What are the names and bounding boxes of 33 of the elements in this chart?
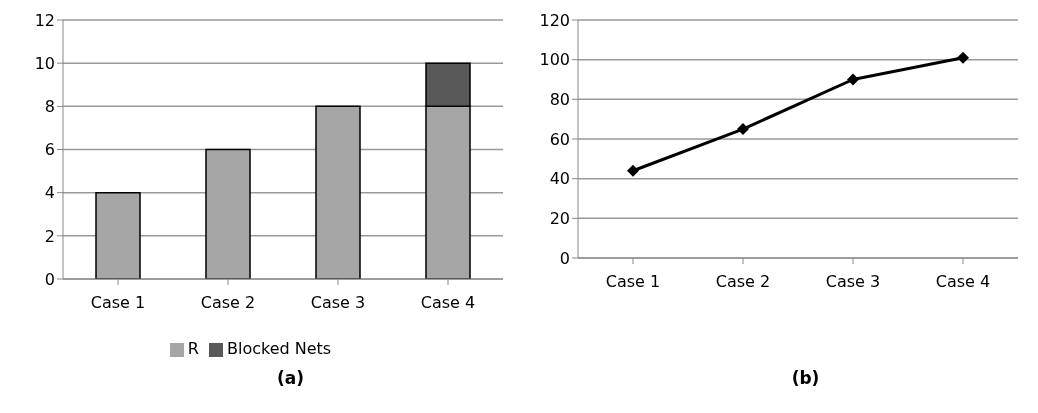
point (737, 123, 749, 136)
x-tick-label: Case 1 (605, 272, 661, 292)
legend-label: R (187, 339, 199, 358)
y-tick-label: 0 (44, 269, 55, 289)
text: (a) (276, 368, 305, 388)
x-tick-label: Case 3 (310, 293, 366, 313)
y-tick-label: 100 (539, 50, 570, 70)
y-tick-label: 80 (549, 90, 570, 110)
x-tick-label: Case 1 (90, 293, 146, 313)
x-tick-label: Case 4 (420, 293, 476, 313)
legend-label: Blocked Nets (226, 339, 332, 358)
bar (315, 105, 361, 279)
point (627, 164, 639, 177)
y-tick-label: 8 (44, 97, 55, 117)
y-tick-label: 12 (34, 10, 55, 30)
y-tick-label: 120 (539, 10, 570, 30)
y-tick-label: 60 (549, 129, 570, 149)
y-tick-label: 40 (549, 169, 570, 189)
point (957, 51, 969, 64)
bar (205, 148, 251, 279)
y-tick-label: 0 (559, 248, 570, 268)
x-tick-label: Case 3 (825, 272, 881, 292)
text: (b) (790, 368, 821, 388)
y-tick-label: 4 (44, 183, 55, 203)
x-tick-label: Case 2 (200, 293, 256, 313)
y-tick-label: 6 (44, 140, 55, 160)
point (847, 73, 859, 86)
y-tick-label: 10 (34, 53, 55, 73)
x-tick-label: Case 2 (715, 272, 771, 292)
y-tick-label: 20 (549, 209, 570, 229)
bar (95, 191, 141, 279)
x-tick-label: Case 4 (935, 272, 991, 292)
y-tick-label: 2 (44, 226, 55, 246)
